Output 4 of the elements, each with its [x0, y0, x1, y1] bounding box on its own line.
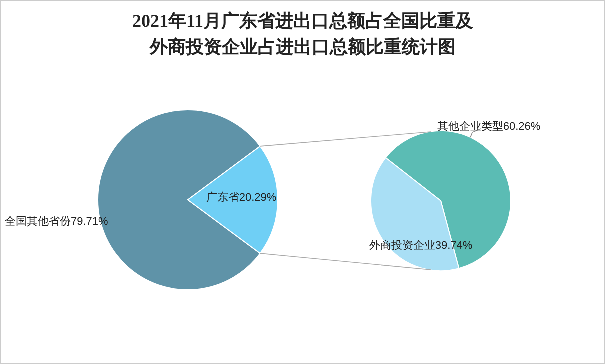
slice-label: 广东省20.29%: [206, 190, 277, 204]
slice-label: 外商投资企业39.74%: [369, 238, 473, 252]
slice-label: 其他企业类型60.26%: [437, 120, 541, 133]
chart-title: 2021年11月广东省进出口总额占全国比重及外商投资企业占进出口总额比重统计图: [132, 11, 474, 57]
